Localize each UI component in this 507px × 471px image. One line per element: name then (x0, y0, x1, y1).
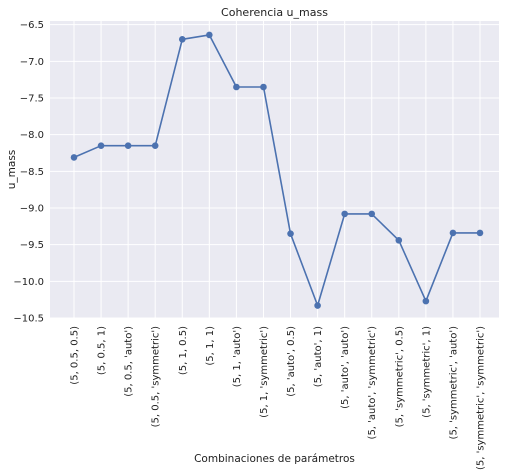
data-point (179, 36, 186, 43)
x-tick-label: (5, 'symmetric', 'symmetric') (476, 326, 487, 470)
x-tick-label: (5, 0.5, 'auto') (124, 326, 135, 397)
x-tick-label: (5, 1, 'auto') (232, 326, 243, 387)
x-tick-label: (5, 'auto', 0.5) (286, 326, 297, 397)
data-point (71, 154, 78, 161)
data-point (477, 230, 484, 237)
x-tick-label: (5, 0.5, 1) (97, 326, 108, 375)
data-point (396, 237, 403, 244)
y-tick-label: −8.0 (20, 130, 44, 141)
x-tick-label: (5, 0.5, 'symmetric') (151, 326, 162, 427)
data-point (368, 211, 375, 218)
data-point (423, 298, 430, 305)
data-point (450, 230, 457, 237)
y-tick-label: −10.0 (13, 277, 44, 288)
y-axis-label: u_mass (6, 150, 18, 190)
data-point (260, 84, 267, 91)
x-tick-label: (5, 'auto', 'symmetric') (367, 326, 378, 440)
data-point (341, 211, 348, 218)
data-point (233, 84, 240, 91)
x-tick-label: (5, 'symmetric', 1) (421, 326, 432, 418)
chart-title: Coherencia u_mass (221, 6, 328, 19)
data-point (152, 142, 159, 149)
data-point (287, 230, 294, 237)
x-tick-label: (5, 1, 'symmetric') (259, 326, 270, 418)
x-tick-label: (5, 'symmetric', 0.5) (394, 326, 405, 427)
data-point (314, 302, 321, 309)
x-tick-label: (5, 1, 0.5) (178, 326, 189, 375)
y-tick-label: −9.5 (20, 240, 44, 251)
y-tick-label: −7.5 (20, 94, 44, 105)
y-tick-label: −6.5 (20, 20, 44, 31)
x-tick-label: (5, 'symmetric', 'auto') (448, 326, 459, 440)
y-tick-label: −8.5 (20, 167, 44, 178)
y-tick-label: −7.0 (20, 57, 44, 68)
plot-area (50, 21, 499, 318)
data-point (206, 32, 213, 39)
x-axis-label: Combinaciones de parámetros (194, 453, 355, 465)
data-point (125, 142, 132, 149)
x-tick-label: (5, 1, 1) (205, 326, 216, 366)
x-axis: (5, 0.5, 0.5) (5, 0.5, 1) (5, 0.5, 'auto')… (70, 326, 487, 470)
x-tick-label: (5, 'auto', 1) (313, 326, 324, 387)
y-tick-label: −9.0 (20, 204, 44, 215)
x-tick-label: (5, 0.5, 0.5) (70, 326, 81, 385)
y-tick-label: −10.5 (13, 314, 44, 325)
data-point (98, 142, 105, 149)
x-tick-label: (5, 'auto', 'auto') (340, 326, 351, 409)
